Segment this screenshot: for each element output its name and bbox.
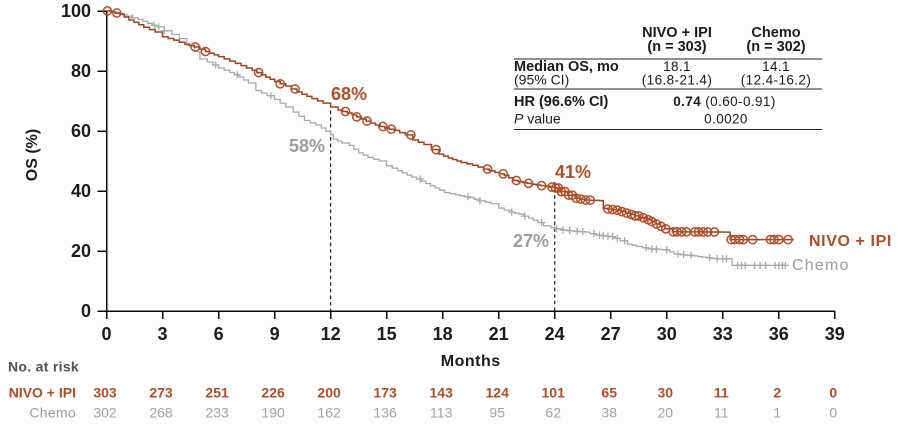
svg-text:OS (%): OS (%) [24,129,41,181]
svg-text:P value: P value [514,111,561,127]
svg-text:33: 33 [713,324,733,344]
svg-text:233: 233 [205,405,229,421]
svg-text:58%: 58% [289,136,325,156]
svg-text:Months: Months [441,353,501,370]
svg-text:273: 273 [149,385,173,401]
svg-text:80: 80 [71,61,91,81]
svg-text:Chemo: Chemo [29,405,76,421]
svg-text:268: 268 [149,405,173,421]
svg-text:20: 20 [71,241,91,261]
svg-text:1: 1 [773,405,781,421]
svg-text:0.0020: 0.0020 [704,112,748,127]
svg-text:113: 113 [430,405,453,421]
svg-text:NIVO + IPI: NIVO + IPI [809,233,892,250]
svg-text:60: 60 [71,121,91,141]
svg-text:27%: 27% [513,231,549,251]
svg-text:39: 39 [825,324,845,344]
svg-text:40: 40 [71,181,91,201]
svg-text:No. at risk: No. at risk [8,359,79,375]
svg-text:NIVO + IPI: NIVO + IPI [9,385,76,401]
svg-text:(95% CI): (95% CI) [514,72,569,88]
svg-text:38: 38 [601,405,617,421]
svg-text:30: 30 [657,324,677,344]
svg-text:303: 303 [93,385,117,401]
svg-text:Chemo: Chemo [792,257,850,274]
svg-text:3: 3 [157,324,167,344]
svg-text:190: 190 [261,405,285,421]
svg-text:30: 30 [658,385,674,401]
svg-text:11: 11 [714,385,729,401]
svg-text:2: 2 [773,385,781,401]
svg-text:(16.8-21.4): (16.8-21.4) [642,73,712,88]
svg-text:251: 251 [205,385,229,401]
svg-text:173: 173 [373,385,397,401]
svg-text:0: 0 [81,301,91,321]
svg-text:100: 100 [61,1,91,21]
svg-text:124: 124 [486,385,510,401]
svg-text:95: 95 [489,405,505,421]
svg-text:(n = 302): (n = 302) [746,39,805,55]
svg-text:136: 136 [373,405,397,421]
svg-text:9: 9 [270,324,280,344]
svg-text:18.1: 18.1 [663,59,691,74]
svg-text:HR (96.6% CI): HR (96.6% CI) [514,94,608,110]
svg-text:101: 101 [542,385,566,401]
svg-text:65: 65 [601,385,617,401]
svg-text:6: 6 [214,324,224,344]
svg-text:62: 62 [545,405,561,421]
svg-text:0: 0 [829,405,837,421]
svg-text:20: 20 [658,405,674,421]
svg-text:68%: 68% [331,84,367,104]
svg-text:NIVO + IPI: NIVO + IPI [642,25,712,41]
svg-text:Median OS, mo: Median OS, mo [514,59,619,75]
svg-text:0: 0 [101,324,111,344]
svg-text:18: 18 [433,324,453,344]
svg-text:41%: 41% [555,162,591,182]
svg-text:14.1: 14.1 [762,59,790,74]
svg-text:27: 27 [601,324,621,344]
svg-text:302: 302 [93,405,117,421]
svg-text:12: 12 [321,324,341,344]
svg-text:Chemo: Chemo [751,25,800,41]
svg-text:0: 0 [829,385,837,401]
svg-text:162: 162 [317,405,341,421]
svg-text:200: 200 [317,385,341,401]
svg-text:15: 15 [377,324,397,344]
svg-text:143: 143 [430,385,454,401]
svg-text:21: 21 [489,324,509,344]
svg-text:36: 36 [769,324,789,344]
svg-text:(n = 303): (n = 303) [647,39,706,55]
svg-text:0.74 (0.60-0.91): 0.74 (0.60-0.91) [673,94,775,109]
svg-text:226: 226 [261,385,285,401]
svg-text:11: 11 [714,405,729,421]
svg-text:24: 24 [545,324,565,344]
svg-text:(12.4-16.2): (12.4-16.2) [741,73,811,88]
